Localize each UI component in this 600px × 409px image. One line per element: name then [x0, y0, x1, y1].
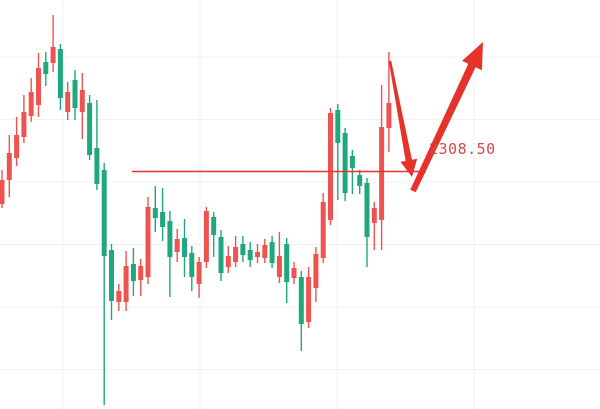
candle-body — [320, 202, 326, 258]
candle-body — [28, 92, 34, 116]
candle-body — [87, 103, 93, 155]
candle-wick — [96, 100, 98, 190]
candle-body — [152, 208, 158, 218]
candle-body — [218, 237, 224, 273]
candle-body — [342, 133, 348, 193]
candle-body — [371, 208, 377, 223]
candle-body — [313, 254, 319, 288]
candle-body — [211, 217, 217, 235]
candle-body — [386, 103, 392, 128]
candle-body — [357, 175, 363, 186]
up-arrow-annotation — [410, 42, 483, 193]
candle-wick — [52, 15, 54, 72]
down-arrow-annotation — [388, 60, 418, 177]
candle-body — [79, 90, 85, 112]
price-label: 2308.50 — [429, 140, 496, 158]
candle-body — [50, 47, 56, 63]
candle-body — [130, 264, 136, 281]
candle-body — [138, 266, 144, 280]
candle-body — [167, 221, 173, 257]
candle-body — [145, 207, 151, 277]
candle-body — [364, 183, 370, 237]
candle-body — [21, 112, 27, 137]
candle-body — [328, 113, 333, 220]
candle-wick — [103, 163, 105, 405]
candle-body — [379, 127, 385, 220]
candle-series — [0, 15, 392, 405]
candle-body — [6, 153, 12, 180]
candle-body — [335, 110, 341, 143]
candle-wick — [373, 202, 375, 250]
candle-body — [276, 256, 282, 277]
candle-wick — [337, 104, 339, 200]
candle-body — [109, 250, 114, 301]
candle-body — [203, 211, 209, 262]
candle-body — [57, 49, 63, 98]
candle-wick — [388, 52, 390, 152]
candle-body — [247, 250, 253, 260]
candle-body — [196, 262, 202, 284]
candle-body — [225, 256, 231, 267]
candle-body — [298, 277, 304, 324]
candle-body — [291, 268, 297, 278]
candle-body — [233, 247, 239, 262]
candle-body — [240, 244, 246, 255]
candle-body — [269, 242, 275, 263]
candle-body — [284, 244, 290, 282]
candle-body — [160, 212, 166, 227]
candle-body — [116, 291, 122, 302]
candle-body — [101, 170, 107, 256]
candle-body — [36, 68, 41, 105]
candle-body — [262, 245, 268, 258]
candle-body — [0, 180, 5, 204]
candle-body — [306, 277, 312, 322]
candle-body — [14, 135, 20, 158]
candle-body — [72, 80, 78, 108]
candle-body — [349, 156, 355, 168]
candle-body — [255, 252, 260, 257]
candle-body — [94, 148, 100, 184]
candle-body — [123, 266, 129, 302]
candle-body — [182, 238, 187, 257]
candle-body — [65, 92, 71, 112]
candle-body — [174, 239, 180, 252]
candle-body — [189, 253, 195, 277]
candle-body — [43, 62, 49, 74]
